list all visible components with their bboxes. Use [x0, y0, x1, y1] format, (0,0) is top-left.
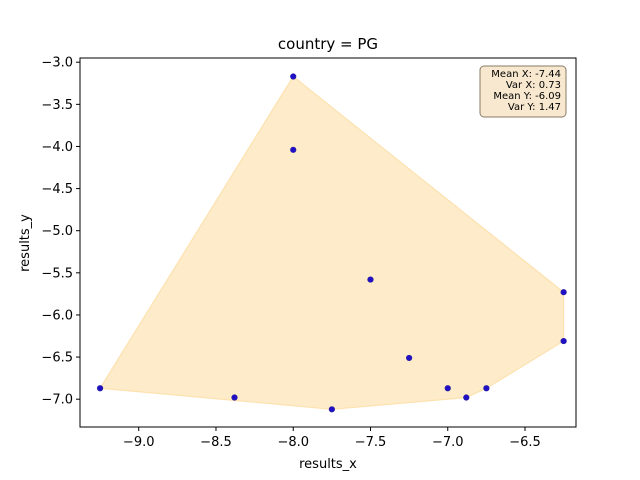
data-point-2	[367, 276, 374, 283]
x-tick-label: −7.0	[432, 435, 464, 450]
y-tick-label: −4.5	[41, 182, 73, 197]
data-point-3	[560, 289, 567, 296]
y-tick-label: −4.0	[41, 140, 73, 155]
stats-box-background	[479, 65, 567, 118]
x-tick-label: −7.5	[355, 435, 387, 450]
y-tick-label: −6.0	[41, 308, 73, 323]
data-point-6	[96, 385, 104, 392]
stats-line: Mean X: -7.44	[491, 69, 561, 80]
y-axis-label: results_y	[18, 214, 33, 272]
y-tick-label: −3.5	[41, 98, 73, 113]
data-point-5	[406, 354, 413, 362]
x-tick-label: −8.0	[277, 435, 309, 450]
x-axis-ticks: −9.0 −8.5 −8.0 −7.5 −7.0 −6.5	[123, 427, 541, 450]
y-tick-label: −5.5	[41, 266, 73, 281]
y-tick-label: −3.0	[41, 56, 73, 71]
x-tick-label: −8.5	[200, 435, 232, 450]
data-point-9	[231, 394, 238, 401]
plot-area-frame	[79, 57, 577, 428]
data-point-8	[483, 385, 490, 392]
points-layer	[96, 73, 567, 413]
data-point-0	[290, 73, 297, 80]
x-tick-label: −9.0	[123, 435, 155, 450]
y-tick-label: −6.5	[41, 351, 73, 366]
y-axis-ticks: −3.0 −3.5 −4.0 −4.5 −5.0 −5.5 −6.0 −6.5 −7.0	[41, 56, 80, 408]
y-tick-label: −5.0	[41, 224, 73, 239]
y-tick-label: −7.0	[41, 393, 73, 408]
x-tick-label: −6.5	[509, 435, 541, 450]
data-point-1	[290, 146, 297, 153]
stats-line: Var Y: 1.47	[508, 102, 561, 113]
stats-line: Var X: 0.73	[506, 80, 561, 91]
convex-hull	[99, 75, 565, 410]
chart-title: country = PG	[278, 35, 378, 53]
data-point-10	[463, 394, 470, 401]
data-point-11	[328, 406, 335, 413]
hull-layer	[99, 75, 565, 410]
data-point-7	[444, 385, 451, 392]
stats-line: Mean Y: -6.09	[493, 91, 561, 102]
data-point-4	[560, 337, 567, 345]
x-axis-label: results_x	[299, 457, 357, 472]
